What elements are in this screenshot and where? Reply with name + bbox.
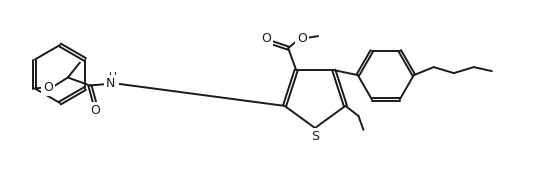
Text: N: N — [106, 77, 116, 90]
Text: O: O — [90, 104, 100, 117]
Text: O: O — [297, 32, 307, 45]
Text: O: O — [43, 81, 53, 94]
Text: O: O — [261, 32, 271, 45]
Text: S: S — [311, 131, 319, 143]
Text: H: H — [109, 73, 117, 83]
